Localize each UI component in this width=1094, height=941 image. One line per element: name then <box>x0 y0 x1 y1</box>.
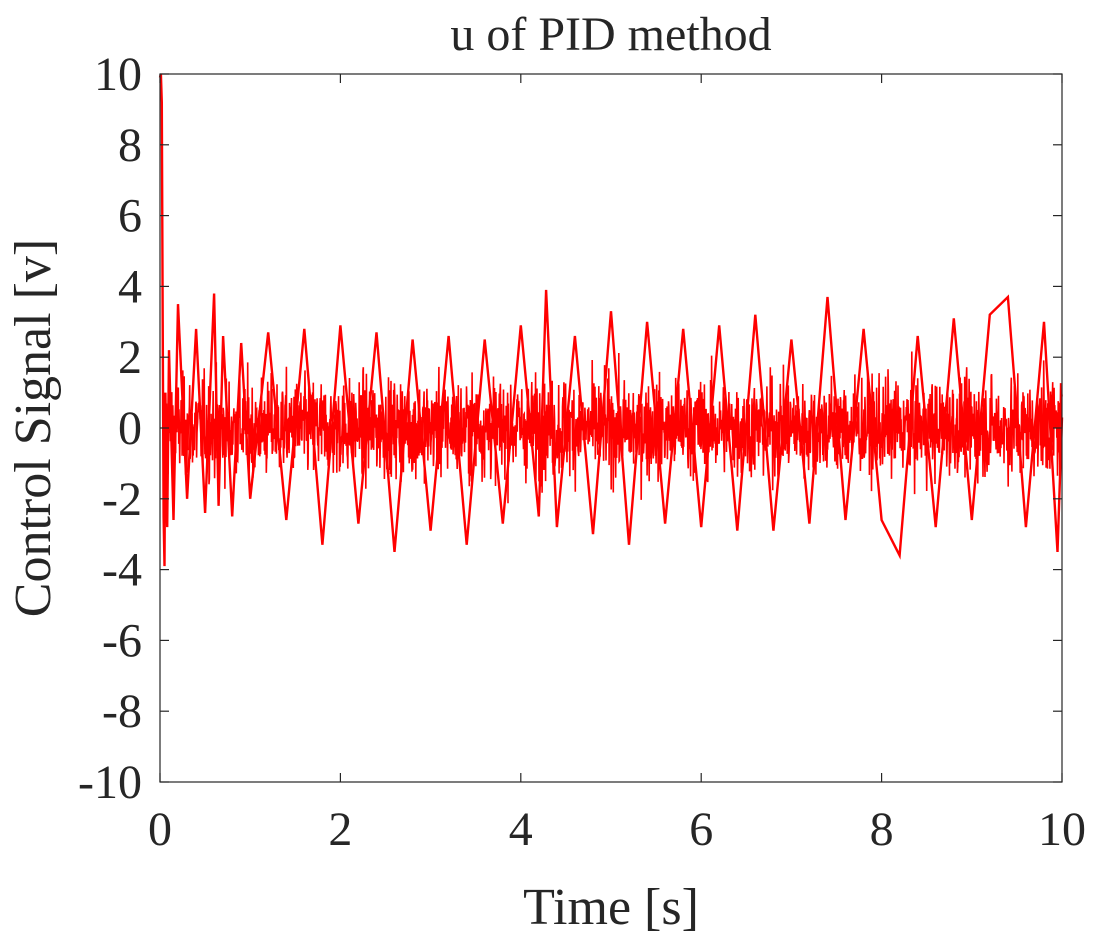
y-tick-label: -8 <box>102 685 142 738</box>
y-tick-label: -6 <box>102 614 142 667</box>
y-tick-label: 10 <box>94 48 142 101</box>
y-tick-label: 4 <box>118 260 142 313</box>
y-axis-label: Control Signal [v] <box>5 239 62 617</box>
x-axis-ticks: 0 2 4 6 8 10 <box>148 74 1086 856</box>
x-tick-label: 0 <box>148 803 172 856</box>
y-axis-ticks: -10 -8 -6 -4 -2 0 2 4 6 8 10 <box>78 48 1062 809</box>
y-tick-label: -10 <box>78 756 142 809</box>
series-line-0 <box>158 73 1064 567</box>
chart-title: u of PID method <box>450 8 771 61</box>
x-axis-label: Time [s] <box>523 879 699 936</box>
y-tick-label: 6 <box>118 190 142 243</box>
y-tick-label: 0 <box>118 402 142 455</box>
noise-band-line <box>163 351 1063 504</box>
y-tick-label: -2 <box>102 473 142 526</box>
x-tick-label: 2 <box>328 803 352 856</box>
y-tick-label: 2 <box>118 331 142 384</box>
x-tick-label: 4 <box>509 803 533 856</box>
x-tick-label: 10 <box>1038 803 1086 856</box>
x-tick-label: 6 <box>689 803 713 856</box>
series-layer <box>158 73 1064 567</box>
noise-band <box>163 351 1063 504</box>
x-tick-label: 8 <box>870 803 894 856</box>
y-tick-label: -4 <box>102 544 142 597</box>
y-tick-label: 8 <box>118 119 142 172</box>
